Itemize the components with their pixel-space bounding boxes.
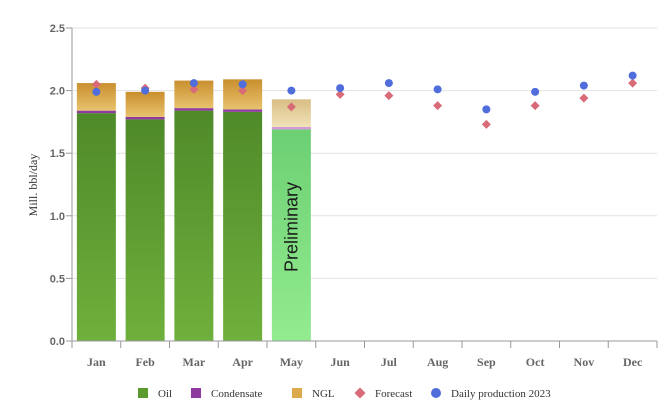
production-marker-nov	[579, 81, 588, 90]
production-marker-may	[287, 86, 296, 95]
x-tick-label-jun: Jun	[330, 355, 350, 369]
axes	[71, 28, 658, 348]
forecast-marker-apr	[238, 86, 248, 96]
legend-label-forecast: Forecast	[375, 388, 412, 400]
legend: Oil Condensate NGL Forecast Daily production…	[138, 387, 551, 400]
legend-label-daily-production-2023: Daily production 2023	[451, 388, 551, 400]
bar-oil-may	[271, 129, 311, 341]
bar-condensate-mar	[174, 108, 214, 111]
production-marker-jul	[384, 79, 393, 88]
bar-oil-feb	[125, 119, 165, 342]
legend-swatch-forecast	[354, 387, 366, 399]
forecast-marker-mar	[189, 84, 199, 94]
bar-oil-apr	[223, 111, 263, 341]
forecast-marker-jun	[335, 89, 345, 99]
forecast-marker-aug	[433, 101, 443, 111]
legend-swatch-oil	[138, 388, 148, 398]
production-marker-aug	[433, 85, 442, 94]
x-tick-label-jan: Jan	[87, 355, 106, 369]
legend-swatch-daily-production-2023	[431, 388, 441, 398]
x-tick-label-aug: Aug	[427, 355, 448, 369]
bars	[76, 79, 311, 342]
x-tick-label-sep: Sep	[477, 355, 496, 369]
forecast-marker-dec	[628, 78, 638, 88]
legend-swatch-ngl	[292, 388, 302, 398]
x-tick-labels: Jan Feb Mar Apr May Jun Jul Aug Sep Oct Nov Dec	[87, 355, 643, 369]
markers	[91, 71, 638, 129]
production-marker-jun	[336, 84, 345, 93]
preliminary-annotation: Preliminary	[281, 182, 301, 272]
production-marker-dec	[628, 71, 637, 80]
x-tick-label-may: May	[280, 355, 303, 369]
y-tick-label: 1.5	[50, 148, 65, 160]
bar-ngl-feb	[125, 91, 165, 117]
y-tick-label: 1.0	[50, 211, 65, 223]
y-tick-label: 2.5	[50, 23, 65, 35]
forecast-marker-jul	[384, 91, 394, 101]
y-tick-label: 0.0	[50, 336, 65, 348]
y-tick-label: 2.0	[50, 86, 65, 98]
forecast-marker-oct	[530, 101, 540, 111]
bar-condensate-feb	[125, 116, 165, 120]
x-tick-label-jul: Jul	[381, 355, 398, 369]
production-marker-mar	[189, 79, 198, 88]
legend-label-condensate: Condensate	[211, 388, 262, 400]
x-tick-label-apr: Apr	[232, 355, 253, 369]
x-tick-label-mar: Mar	[183, 355, 206, 369]
production-marker-apr	[238, 80, 247, 89]
x-tick-label-nov: Nov	[574, 355, 595, 369]
x-tick-label-feb: Feb	[135, 355, 155, 369]
legend-label-oil: Oil	[158, 388, 172, 400]
legend-swatch-condensate	[191, 388, 201, 398]
y-tick-labels: 0.0 0.5 1.0 1.5 2.0 2.5	[50, 23, 65, 348]
y-axis-label: Mill. bbl/day	[26, 154, 40, 217]
legend-label-ngl: NGL	[312, 388, 335, 400]
x-tick-label-dec: Dec	[623, 355, 643, 369]
forecast-marker-may	[286, 102, 296, 112]
bar-condensate-apr	[223, 109, 263, 112]
y-tick-label: 0.5	[50, 273, 65, 285]
bar-oil-mar	[174, 110, 214, 341]
forecast-marker-jan	[91, 79, 101, 89]
bar-condensate-jan	[76, 110, 116, 114]
production-marker-oct	[531, 87, 540, 96]
forecast-marker-nov	[579, 93, 589, 103]
forecast-marker-sep	[481, 119, 491, 129]
production-marker-sep	[482, 105, 491, 114]
production-marker-jan	[92, 87, 101, 96]
grid-lines	[66, 27, 657, 342]
production-marker-feb	[141, 86, 150, 95]
bar-oil-jan	[76, 113, 116, 341]
bar-condensate-may	[271, 126, 311, 130]
x-tick-label-oct: Oct	[526, 355, 545, 369]
